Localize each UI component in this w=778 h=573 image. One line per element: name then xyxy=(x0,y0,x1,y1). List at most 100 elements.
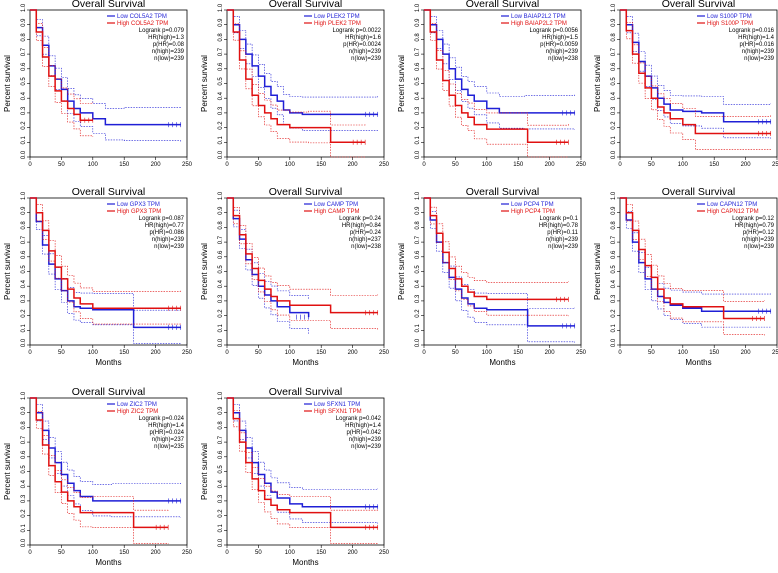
panel-zic2: Overall Survival 0.0 0.1 0.2 0.3 0.4 0.5 0.6 0.7… xyxy=(3,386,193,567)
y-tick-label: 0.1 xyxy=(218,523,224,532)
panel-camp: Overall Survival 0.0 0.1 0.2 0.3 0.4 0.5 0.6 0.7… xyxy=(200,186,390,367)
legend-entry: Low CAPN12 TPM xyxy=(707,202,757,208)
y-tick-label: 1.0 xyxy=(218,3,224,12)
y-tick-label: 0.1 xyxy=(611,135,617,144)
y-tick-label: 0.2 xyxy=(611,309,617,318)
y-tick-label: 0.8 xyxy=(218,221,224,230)
y-tick-label: 0.6 xyxy=(218,450,224,459)
x-tick-label: 200 xyxy=(348,550,359,556)
y-tick-label: 1.0 xyxy=(415,3,421,12)
y-tick-label: 0.3 xyxy=(21,106,27,115)
ci-lower-line xyxy=(227,197,309,334)
stat-text: p(HR)=0.0059 xyxy=(540,42,579,48)
legend-entry: High GPX3 TPM xyxy=(117,209,161,215)
y-tick-label: 0.1 xyxy=(415,135,421,144)
y-tick-label: 0.9 xyxy=(21,406,27,415)
high-survival-curve xyxy=(227,397,378,529)
y-tick-label: 0.0 xyxy=(21,538,27,547)
y-axis-label: Percent survival xyxy=(200,55,209,112)
y-tick-label: 0.3 xyxy=(415,294,421,303)
x-tick-label: 100 xyxy=(482,350,493,356)
y-tick-label: 0.0 xyxy=(218,150,224,159)
y-tick-label: 0.2 xyxy=(611,121,617,130)
x-tick-label: 200 xyxy=(151,162,162,168)
stat-text: Logrank p=0.0022 xyxy=(332,28,381,34)
panel-plek2: Overall Survival 0.0 0.1 0.2 0.3 0.4 0.5 0.6 0.7… xyxy=(200,0,390,168)
y-tick-label: 0.4 xyxy=(21,91,27,100)
x-tick-label: 0 xyxy=(422,162,426,168)
stat-text: n(low)=235 xyxy=(154,444,185,450)
y-axis-label: Percent survival xyxy=(3,243,12,300)
ci-lower-line xyxy=(227,397,379,545)
legend-entry: Low SFXN1 TPM xyxy=(314,402,360,408)
y-tick-label: 1.0 xyxy=(21,391,27,400)
x-tick-label: 0 xyxy=(225,162,229,168)
y-tick-label: 0.4 xyxy=(218,479,224,488)
y-tick-label: 0.2 xyxy=(415,121,421,130)
y-tick-label: 0.3 xyxy=(218,494,224,503)
y-tick-label: 0.6 xyxy=(611,62,617,71)
x-tick-label: 150 xyxy=(316,162,327,168)
ci-upper-line xyxy=(424,197,569,283)
stat-text: n(high)=239 xyxy=(546,49,579,55)
high-survival-curve xyxy=(424,197,569,301)
high-survival-curve xyxy=(227,197,378,314)
stat-text: Logrank p=0.079 xyxy=(139,28,185,34)
y-tick-label: 0.9 xyxy=(218,206,224,215)
x-tick-label: 50 xyxy=(452,350,459,356)
ci-lower-line xyxy=(620,197,765,336)
y-tick-label: 0.1 xyxy=(21,323,27,332)
y-tick-label: 0.7 xyxy=(415,235,421,244)
stat-text: HR(high)=0.79 xyxy=(735,223,775,229)
legend-entry: Low PCP4 TPM xyxy=(511,202,554,208)
x-tick-label: 50 xyxy=(648,162,655,168)
x-tick-label: 100 xyxy=(88,350,99,356)
y-tick-label: 1.0 xyxy=(611,191,617,200)
stat-text: p(HR)=0.0024 xyxy=(343,42,382,48)
legend-entry: Low COL5A2 TPM xyxy=(117,14,167,20)
x-tick-label: 200 xyxy=(545,350,556,356)
x-tick-label: 200 xyxy=(151,350,162,356)
x-tick-label: 100 xyxy=(678,350,689,356)
stat-text: n(low)=239 xyxy=(744,56,775,62)
y-tick-label: 0.7 xyxy=(218,47,224,56)
y-tick-label: 0.1 xyxy=(218,323,224,332)
stat-text: HR(high)=1.4 xyxy=(148,423,185,429)
y-axis-label: Percent survival xyxy=(397,243,406,300)
x-tick-label: 250 xyxy=(182,162,193,168)
stat-text: Logrank p=0.1 xyxy=(539,216,578,222)
y-tick-label: 0.3 xyxy=(21,494,27,503)
ci-lower-line xyxy=(424,197,576,343)
y-tick-label: 1.0 xyxy=(218,391,224,400)
y-tick-label: 0.4 xyxy=(218,91,224,100)
high-survival-curve xyxy=(620,9,771,135)
y-tick-label: 0.5 xyxy=(218,77,224,86)
y-tick-label: 0.0 xyxy=(611,338,617,347)
high-survival-curve xyxy=(30,397,169,529)
x-axis-label: Months xyxy=(95,558,121,567)
x-tick-label: 200 xyxy=(348,162,359,168)
y-tick-label: 0.0 xyxy=(415,338,421,347)
y-tick-label: 0.8 xyxy=(415,221,421,230)
y-axis-label: Percent survival xyxy=(3,443,12,500)
x-tick-label: 100 xyxy=(285,550,296,556)
stat-text: Logrank p=0.12 xyxy=(732,216,775,222)
y-tick-label: 0.4 xyxy=(611,91,617,100)
x-tick-label: 50 xyxy=(58,350,65,356)
y-axis-label: Percent survival xyxy=(593,243,602,300)
panel-col5a2: Overall Survival 0.0 0.1 0.2 0.3 0.4 0.5 0.6 0.7… xyxy=(3,0,193,168)
y-tick-label: 0.2 xyxy=(218,121,224,130)
ci-upper-line xyxy=(30,9,94,104)
stat-text: p(HR)=0.042 xyxy=(346,430,381,436)
ci-upper-line xyxy=(227,197,309,300)
legend-entry: Low GPX3 TPM xyxy=(117,202,160,208)
x-tick-label: 200 xyxy=(151,550,162,556)
y-tick-label: 0.0 xyxy=(218,338,224,347)
y-tick-label: 0.0 xyxy=(611,150,617,159)
chart-title: Overall Survival xyxy=(72,0,146,10)
stat-text: Logrank p=0.042 xyxy=(336,416,382,422)
stat-text: n(high)=237 xyxy=(152,437,185,443)
y-tick-label: 0.6 xyxy=(21,450,27,459)
x-tick-label: 250 xyxy=(379,550,390,556)
